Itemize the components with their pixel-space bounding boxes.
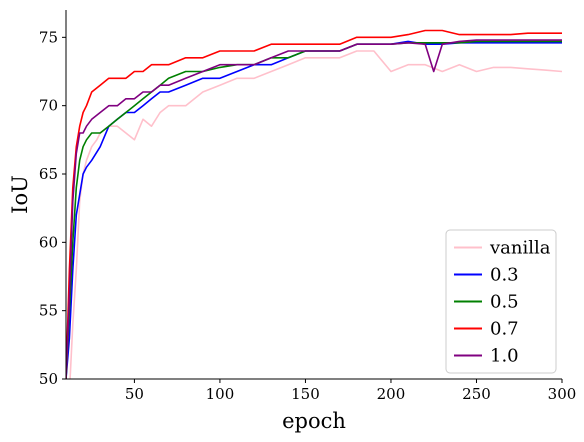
series-line-vanilla [69,50,562,379]
x-tick-label: 150 [291,385,320,403]
legend-label-0-7: 0.7 [490,319,519,340]
y-tick-label: 75 [39,28,58,46]
legend-label-vanilla: vanilla [489,238,551,259]
x-tick-label: 100 [206,385,235,403]
y-axis-label: IoU [8,175,32,214]
y-tick-label: 50 [39,370,58,388]
series-layer [66,29,562,379]
x-tick-label: 200 [377,385,406,403]
series-line-1-0 [66,39,562,379]
x-axis-label: epoch [282,409,346,433]
x-tick-label: 50 [125,385,144,403]
y-tick-label: 65 [39,165,58,183]
y-tick-label: 55 [39,302,58,320]
x-tick-label: 300 [548,385,577,403]
legend-label-0-3: 0.3 [490,265,519,286]
legend-box [445,229,557,374]
legend: vanilla 0.3 0.5 0.7 1.0 [445,229,557,374]
legend-label-1-0: 1.0 [490,346,519,367]
y-tick-label: 60 [39,233,58,251]
series-line-0-7 [66,29,562,379]
y-tick-label: 70 [39,97,58,115]
axes-layer: 50 100 150 200 250 300 50 55 60 65 70 75 epoch IoU [8,10,576,433]
legend-label-0-5: 0.5 [490,292,519,313]
x-tick-label: 250 [462,385,491,403]
